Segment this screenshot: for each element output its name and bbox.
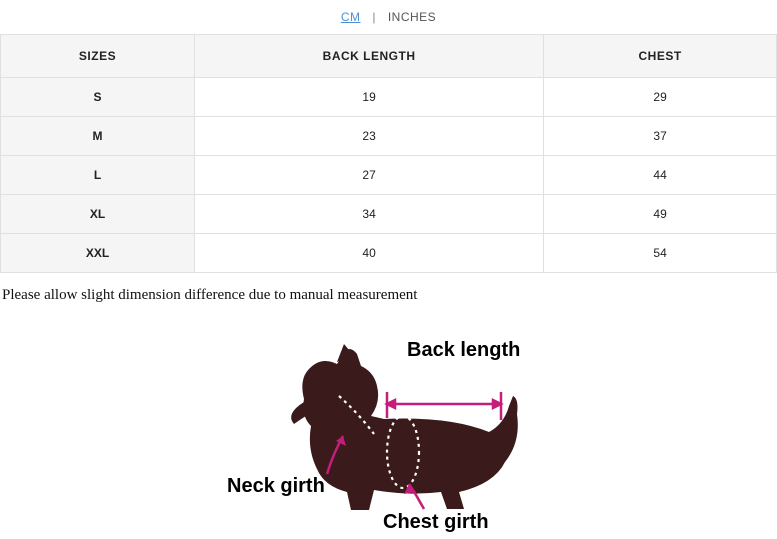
table-row: S 19 29 xyxy=(1,78,777,117)
neck-girth-label: Neck girth xyxy=(227,475,325,497)
measurement-note: Please allow slight dimension difference… xyxy=(0,273,777,318)
table-row: XL 34 49 xyxy=(1,195,777,234)
size-table: SIZES BACK LENGTH CHEST S 19 29 M 23 37 … xyxy=(0,34,777,273)
table-row: L 27 44 xyxy=(1,156,777,195)
chest-cell: 44 xyxy=(544,156,777,195)
dog-silhouette xyxy=(291,344,518,510)
chest-cell: 54 xyxy=(544,234,777,273)
table-row: M 23 37 xyxy=(1,117,777,156)
size-cell: XL xyxy=(1,195,195,234)
chest-cell: 49 xyxy=(544,195,777,234)
measurement-diagram: Back length Neck girth Chest girth xyxy=(0,318,777,539)
table-header-row: SIZES BACK LENGTH CHEST xyxy=(1,35,777,78)
back-length-cell: 34 xyxy=(195,195,544,234)
chest-cell: 37 xyxy=(544,117,777,156)
table-row: XXL 40 54 xyxy=(1,234,777,273)
back-length-cell: 23 xyxy=(195,117,544,156)
size-cell: S xyxy=(1,78,195,117)
unit-cm[interactable]: CM xyxy=(341,10,361,24)
chest-girth-label: Chest girth xyxy=(383,511,489,533)
col-back-length: BACK LENGTH xyxy=(195,35,544,78)
size-cell: L xyxy=(1,156,195,195)
unit-inches[interactable]: INCHES xyxy=(388,10,436,24)
dog-diagram-svg: Back length Neck girth Chest girth xyxy=(209,324,569,534)
col-sizes: SIZES xyxy=(1,35,195,78)
back-length-cell: 27 xyxy=(195,156,544,195)
col-chest: CHEST xyxy=(544,35,777,78)
back-length-label: Back length xyxy=(407,339,520,361)
unit-toggle: CM | INCHES xyxy=(0,0,777,34)
unit-separator: | xyxy=(372,10,376,24)
back-length-cell: 19 xyxy=(195,78,544,117)
size-cell: XXL xyxy=(1,234,195,273)
size-cell: M xyxy=(1,117,195,156)
back-length-cell: 40 xyxy=(195,234,544,273)
chest-cell: 29 xyxy=(544,78,777,117)
